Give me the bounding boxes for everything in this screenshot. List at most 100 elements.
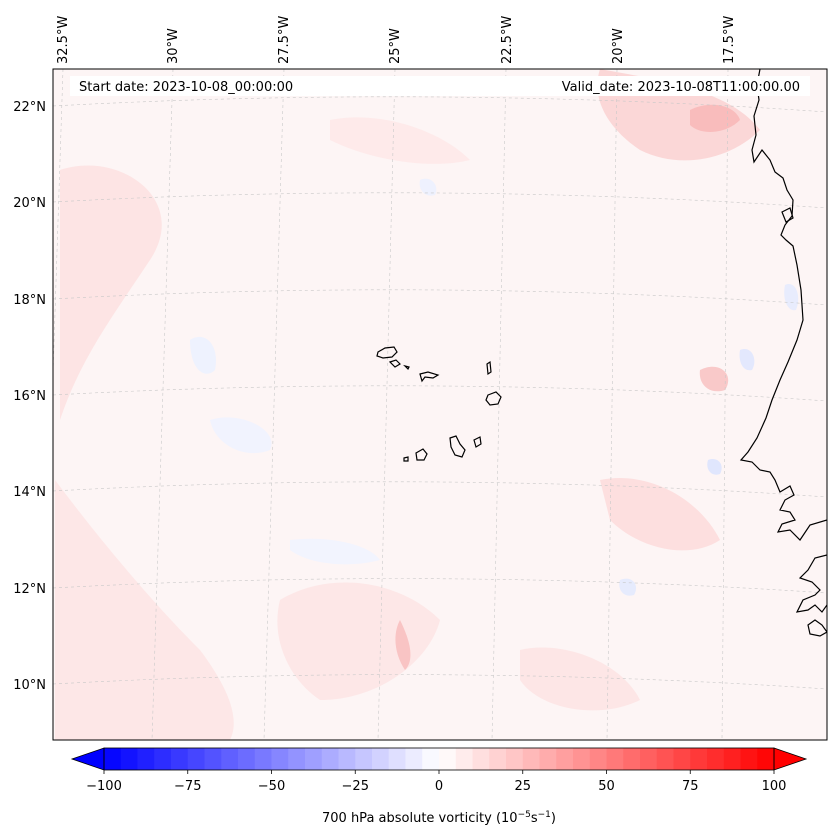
island-brava — [403, 456, 409, 462]
vorticity-band-negative — [784, 284, 799, 311]
island-maio — [473, 436, 482, 448]
colorbar-tick-label: 100 — [762, 779, 787, 794]
colorbar-title-end: ) — [551, 811, 556, 826]
colorbar-segment — [506, 748, 524, 770]
meridian-line — [721, 69, 729, 740]
colorbar-tick-label: 0 — [435, 779, 443, 794]
colorbar-segment — [271, 748, 289, 770]
lat-label: 14°N — [13, 485, 46, 500]
lon-label: 30°W — [166, 28, 181, 64]
island-sao-vicente — [388, 359, 401, 368]
colorbar-segment — [154, 748, 172, 770]
colorbar-segment — [472, 748, 490, 770]
parallel-line — [53, 192, 827, 209]
vorticity-band-negative — [290, 538, 380, 565]
colorbar-segment — [573, 748, 591, 770]
start-date-label: Start date: 2023-10-08_00:00:00 — [79, 80, 293, 95]
colorbar-segment — [254, 748, 272, 770]
vorticity-band-negative — [707, 459, 722, 475]
vorticity-band-positive — [60, 165, 162, 420]
colorbar-title-main: 700 hPa absolute vorticity (10 — [322, 811, 518, 826]
colorbar-tick-label: 25 — [514, 779, 531, 794]
colorbar-segment — [656, 748, 674, 770]
meridian-line — [263, 69, 285, 740]
lon-label: 20°W — [611, 28, 626, 64]
vorticity-band-positive — [520, 647, 640, 711]
lat-label: 10°N — [13, 678, 46, 693]
vorticity-band-negative — [739, 349, 755, 371]
colorbar-tick-label: −50 — [258, 779, 285, 794]
colorbar-segment — [204, 748, 222, 770]
lon-label: 17.5°W — [722, 16, 737, 64]
colorbar-segment — [455, 748, 473, 770]
colorbar-segment — [137, 748, 155, 770]
meridian-line — [151, 69, 174, 740]
meridian-line — [491, 69, 507, 740]
colorbar-segment — [187, 748, 205, 770]
colorbar-segment — [589, 748, 607, 770]
lat-label: 18°N — [13, 293, 46, 308]
african-coastline — [739, 69, 827, 541]
date-info-bar — [70, 76, 810, 96]
meridian-line — [606, 69, 618, 740]
coastline-west-africa-south — [795, 554, 827, 613]
map-panel: Start date: 2023-10-08_00:00:00 Valid_da… — [53, 69, 827, 740]
vorticity-band-positive — [699, 366, 729, 392]
colorbar-segment — [405, 748, 423, 770]
lat-label: 12°N — [13, 582, 46, 597]
colorbar-segment — [489, 748, 507, 770]
vorticity-band-positive — [330, 117, 470, 164]
colorbar-segments — [104, 748, 775, 770]
parallel-line — [53, 578, 827, 594]
colorbar-segment — [104, 748, 122, 770]
colorbar: −100 −75 −50 −25 0 25 50 75 100 700 hPa absolute… — [70, 747, 808, 826]
colorbar-segment — [221, 748, 239, 770]
vorticity-field — [55, 69, 799, 740]
colorbar-ticks: −100 −75 −50 −25 0 25 50 75 100 — [86, 770, 786, 794]
colorbar-segment — [171, 748, 189, 770]
vorticity-band-positive — [395, 620, 411, 670]
colorbar-segment — [640, 748, 658, 770]
parallel-line — [53, 96, 827, 113]
colorbar-segment — [623, 748, 641, 770]
colorbar-title: 700 hPa absolute vorticity (10−5s−1) — [322, 810, 556, 826]
colorbar-tick-label: −25 — [342, 779, 369, 794]
colorbar-segment — [321, 748, 339, 770]
colorbar-segment — [673, 748, 691, 770]
parallel-line — [53, 481, 827, 498]
colorbar-segment — [422, 748, 440, 770]
coastline-dakar-peninsula — [781, 207, 794, 223]
lon-label: 32.5°W — [56, 16, 71, 64]
vorticity-band-positive — [600, 478, 720, 551]
island-sal — [486, 360, 492, 376]
colorbar-segment — [120, 748, 138, 770]
parallel-line — [53, 289, 827, 306]
longitude-labels: 32.5°W 30°W 27.5°W 25°W 22.5°W 20°W 17.5… — [56, 16, 737, 64]
colorbar-segment — [707, 748, 725, 770]
valid-date-label: Valid_date: 2023-10-08T11:00:00.00 — [562, 80, 800, 95]
colorbar-segment — [690, 748, 708, 770]
colorbar-tick-label: 50 — [598, 779, 615, 794]
colorbar-segment — [740, 748, 758, 770]
vorticity-band-positive — [277, 582, 440, 700]
cape-verde-islands — [376, 346, 502, 462]
vorticity-band-positive — [55, 480, 234, 740]
island-santa-luzia — [403, 364, 410, 371]
vorticity-band-negative — [210, 417, 272, 454]
colorbar-low-extend — [70, 747, 105, 771]
lon-label: 27.5°W — [277, 16, 292, 64]
vorticity-band-negative — [419, 178, 437, 196]
colorbar-segment — [372, 748, 390, 770]
island-fogo — [415, 448, 428, 461]
vorticity-band-negative — [619, 578, 637, 596]
meridian-line — [377, 69, 396, 740]
lat-label: 20°N — [13, 196, 46, 211]
lon-label: 22.5°W — [500, 16, 515, 64]
colorbar-segment — [757, 748, 775, 770]
colorbar-segment — [338, 748, 356, 770]
colorbar-segment — [606, 748, 624, 770]
colorbar-segment — [388, 748, 406, 770]
lon-label: 25°W — [388, 28, 403, 64]
vorticity-band-negative — [190, 336, 216, 374]
